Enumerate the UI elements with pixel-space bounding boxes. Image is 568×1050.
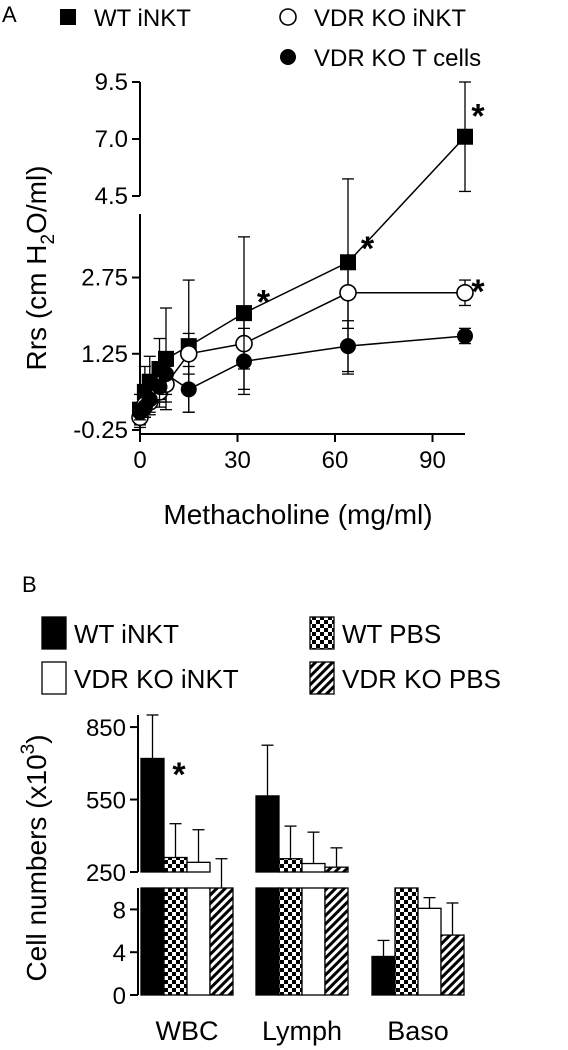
legend-item-vdr-ko-inkt: VDR KO iNKT (279, 5, 466, 32)
legend-marker (279, 8, 297, 26)
significance-star: * (257, 283, 271, 321)
x-tick-label: 60 (322, 447, 349, 474)
bar-wt-pbs (394, 887, 419, 996)
legend-item-vdr-ko-pbs: VDR KO PBS (309, 661, 501, 695)
data-point (236, 305, 252, 322)
y-tick-label: 850 (86, 715, 126, 742)
legend-item-wt-pbs: WT PBS (309, 616, 441, 650)
legend-marker (60, 9, 76, 25)
legend-item-vdr-ko-t-cells: VDR KO T cells (280, 45, 481, 72)
legend-label: WT iNKT (94, 5, 191, 32)
bar-vdr-ko-inkt (417, 907, 442, 996)
legend-label: VDR KO T cells (314, 45, 481, 72)
y-tick-label: 1.25 (81, 341, 128, 368)
y-axis-label-a: Rrs (cm H2O/ml) (21, 166, 59, 371)
bar-vdr-ko-inkt (301, 887, 326, 996)
data-point (339, 283, 357, 302)
legend-item-wt-inkt: WT iNKT (60, 5, 191, 32)
category-label: WBC (156, 1016, 219, 1046)
bars-b: WBC Lymph Baso (140, 714, 465, 1046)
legend-a: WT iNKT VDR KO iNKT VDR KO T cells (60, 5, 481, 72)
y-tick-label: 250 (86, 860, 126, 887)
y-tick-label: 4.5 (95, 183, 128, 210)
panel-label-b: B (22, 572, 37, 597)
y-tick-label: 2.75 (81, 265, 128, 292)
series-a (131, 81, 474, 429)
legend-swatch (41, 616, 67, 650)
data-point (456, 283, 474, 302)
bar-vdr-ko-pbs (324, 887, 349, 996)
bar-wt-pbs (278, 858, 303, 873)
y-tick-label: 8 (113, 897, 126, 924)
bar-vdr-ko-pbs (440, 934, 465, 996)
bar-wt-inkt (255, 795, 280, 873)
y-tick-label: 9.5 (95, 69, 128, 96)
bar-group-baso: Baso (371, 887, 465, 1046)
bar-wt-inkt (140, 887, 165, 996)
legend-swatch (41, 661, 67, 695)
series-vdr-ko-t-cells (132, 320, 473, 421)
legend-marker (280, 49, 296, 65)
bar-vdr-ko-inkt (301, 862, 326, 873)
axes-b: 250 550 850 0 4 8 (86, 715, 139, 1010)
significance-star: * (361, 230, 375, 268)
x-tick-label: 30 (224, 447, 251, 474)
x-tick-label: 0 (133, 447, 146, 474)
y-tick-label: -0.25 (73, 417, 128, 444)
line-chart-a: WT iNKT VDR KO iNKT VDR KO T cells 0 30 60 90… (21, 5, 485, 530)
bar-wt-inkt (371, 955, 396, 996)
annotations-a: * * * * (257, 97, 486, 321)
x-axis-label-a: Methacholine (mg/ml) (163, 499, 432, 530)
legend-swatch (309, 661, 335, 695)
data-point (158, 366, 174, 383)
bar-vdr-ko-pbs (209, 887, 234, 996)
significance-star: * (172, 756, 186, 794)
data-point (179, 344, 198, 363)
y-axis-label-b: Cell numbers (x103) (18, 734, 52, 981)
bar-wt-pbs (163, 887, 188, 996)
data-point (457, 128, 473, 145)
legend-label: VDR KO iNKT (74, 664, 239, 694)
data-point (236, 353, 252, 370)
legend-label: VDR KO PBS (342, 664, 501, 694)
y-tick-label: 7.0 (95, 126, 128, 153)
data-point (457, 327, 473, 344)
legend-label: WT PBS (342, 619, 441, 649)
category-label: Lymph (262, 1016, 342, 1046)
bar-vdr-ko-inkt (186, 861, 211, 873)
legend-item-vdr-ko-inkt: VDR KO iNKT (41, 661, 239, 695)
bar-wt-inkt (255, 887, 280, 996)
legend-label: VDR KO iNKT (314, 5, 466, 32)
legend-b: WT iNKT WT PBS VDR KO iNKT VDR KO PBS (41, 616, 501, 695)
legend-label: WT iNKT (74, 619, 179, 649)
legend-swatch (309, 616, 335, 650)
data-point (180, 381, 197, 398)
bar-vdr-ko-pbs (324, 866, 349, 873)
bar-wt-pbs (278, 887, 303, 996)
category-label: Baso (387, 1016, 449, 1046)
y-tick-label: 0 (113, 983, 126, 1010)
significance-star: * (471, 273, 485, 311)
data-point (340, 338, 356, 355)
bar-wt-inkt (140, 757, 165, 873)
bar-group-wbc: WBC (140, 714, 234, 1046)
data-point (151, 378, 168, 395)
annotations-b: * (172, 756, 186, 794)
axes-a: 0 30 60 90 -0.25 1.25 2.75 4.5 7.0 9.5 (73, 69, 465, 474)
data-point (141, 391, 158, 408)
panel-label-a: A (2, 2, 17, 27)
bar-vdr-ko-inkt (186, 887, 211, 996)
bar-chart-b: WT iNKT WT PBS VDR KO iNKT VDR KO PBS 250 55… (18, 616, 501, 1046)
legend-item-wt-inkt: WT iNKT (41, 616, 179, 650)
bar-wt-pbs (163, 856, 188, 873)
bar-group-lymph: Lymph (255, 744, 349, 1046)
x-tick-label: 90 (419, 447, 446, 474)
y-tick-label: 550 (86, 788, 126, 815)
significance-star: * (471, 97, 485, 135)
y-tick-label: 4 (113, 940, 126, 967)
